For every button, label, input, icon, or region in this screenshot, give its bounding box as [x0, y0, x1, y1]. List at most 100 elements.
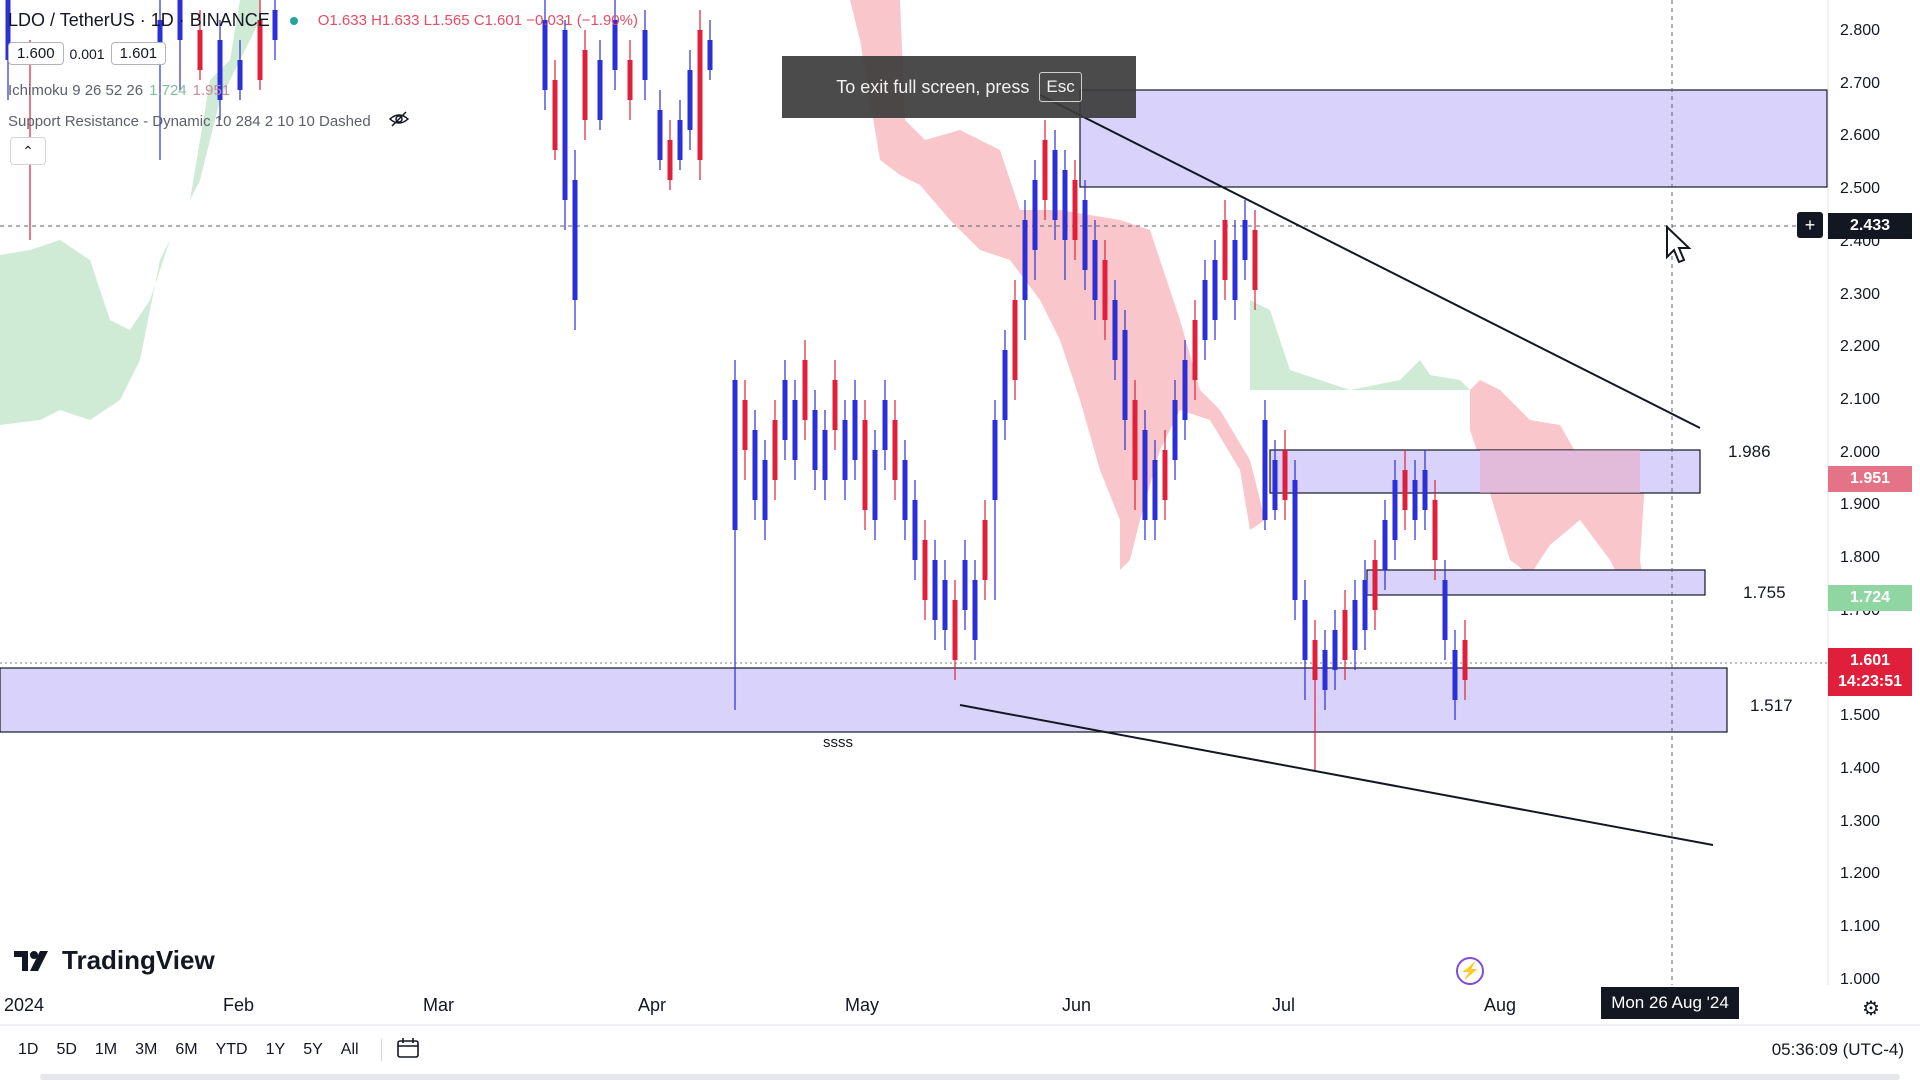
- candle-body: [1042, 140, 1048, 200]
- candle-body: [667, 140, 673, 180]
- bid-price[interactable]: 1.600: [8, 42, 64, 65]
- candle-body: [562, 30, 568, 200]
- candle-body: [852, 400, 858, 460]
- candle-body: [1412, 480, 1418, 520]
- timeframe-button[interactable]: 3M: [135, 1041, 158, 1058]
- candle-body: [832, 380, 838, 430]
- bar-countdown: 14:23:51: [1837, 673, 1903, 690]
- candle-body: [892, 420, 898, 480]
- candle-body: [1212, 260, 1218, 320]
- ask-price[interactable]: 1.601: [110, 42, 167, 65]
- candle-body: [1152, 460, 1158, 520]
- price-tick: 1.500: [1840, 707, 1881, 725]
- ichimoku-legend[interactable]: Ichimoku 9 26 52 26 1.724 1.951: [8, 82, 230, 99]
- horizontal-scrollbar[interactable]: [40, 1074, 1900, 1080]
- candle-body: [1002, 350, 1008, 420]
- candle-body: [627, 60, 633, 100]
- crosshair-price-tag: 2.433: [1828, 213, 1912, 239]
- price-tick: 2.500: [1840, 180, 1881, 198]
- candle-body: [902, 460, 908, 520]
- candle-body: [177, 0, 183, 40]
- candle-body: [1312, 640, 1318, 680]
- candle-body: [1052, 150, 1058, 220]
- candle-body: [742, 400, 748, 450]
- candle-body: [1372, 560, 1378, 610]
- candle-body: [1222, 220, 1228, 280]
- candle-body: [1182, 360, 1188, 420]
- crosshair-date-tag: Mon 26 Aug '24: [1601, 987, 1739, 1019]
- candle-body: [1342, 610, 1348, 660]
- tradingview-logo[interactable]: TradingView: [14, 945, 215, 976]
- candle-body: [1242, 220, 1248, 260]
- candle-body: [582, 50, 588, 120]
- candle-body: [1302, 600, 1308, 660]
- candle-body: [932, 560, 938, 620]
- candle-body: [1292, 480, 1298, 600]
- candle-body: [707, 40, 713, 70]
- time-tick: 2024: [4, 995, 45, 1015]
- support-zone-1517: [0, 667, 1728, 733]
- time-tick: Apr: [638, 995, 667, 1015]
- symbol-title[interactable]: LDO / TetherUS · 1D · BINANCE: [8, 10, 270, 30]
- time-tick: Mar: [423, 995, 454, 1015]
- date-range-calendar-icon[interactable]: [396, 1037, 420, 1064]
- text-annotation[interactable]: ssss: [823, 734, 853, 751]
- candle-body: [1232, 240, 1238, 300]
- candle-body: [1082, 200, 1088, 270]
- timeframe-button[interactable]: 5D: [56, 1041, 77, 1058]
- candle-body: [732, 380, 738, 530]
- timeframe-button[interactable]: 1Y: [265, 1041, 286, 1058]
- time-tick: Jul: [1272, 995, 1296, 1015]
- candle-body: [1132, 400, 1138, 480]
- sr-legend[interactable]: Support Resistance - Dynamic 10 284 2 10…: [8, 111, 409, 131]
- spread-value: 0.001: [69, 45, 105, 62]
- chart-settings-gear-icon[interactable]: ⚙: [1862, 998, 1880, 1020]
- candle-body: [5, 0, 11, 61]
- candle-body: [842, 420, 848, 480]
- candle-body: [677, 120, 683, 160]
- price-tick: 2.000: [1840, 443, 1881, 461]
- timeframe-button[interactable]: 5Y: [303, 1041, 323, 1058]
- candle-body: [1432, 500, 1438, 560]
- candle-body: [1272, 460, 1278, 510]
- candle-body: [642, 30, 648, 80]
- timeframe-button[interactable]: 1M: [94, 1041, 118, 1058]
- candle-body: [812, 410, 818, 470]
- candlesticks: [5, 0, 1468, 770]
- candle-body: [1462, 640, 1468, 680]
- candle-body: [1032, 180, 1038, 250]
- lightning-icon[interactable]: ⚡: [1456, 957, 1484, 985]
- candle-body: [1072, 180, 1078, 240]
- candle-body: [1092, 240, 1098, 300]
- ohlc-values: O1.633 H1.633 L1.565 C1.601 −0.031 (−1.9…: [317, 12, 638, 29]
- candle-body: [1402, 470, 1408, 510]
- price-tick: 2.100: [1840, 390, 1881, 408]
- price-tick: 2.200: [1840, 338, 1881, 356]
- eye-hidden-icon[interactable]: [388, 111, 409, 131]
- timeframe-button[interactable]: 6M: [175, 1041, 198, 1058]
- candle-body: [972, 580, 978, 640]
- toast-text: To exit full screen, press: [836, 76, 1030, 97]
- timeframe-button[interactable]: YTD: [215, 1041, 248, 1058]
- ichimoku-price-tag-1: 1.951: [1828, 466, 1912, 492]
- candle-body: [657, 110, 663, 160]
- ichimoku-label: Ichimoku 9 26 52 26: [8, 82, 144, 99]
- time-tick: Jun: [1062, 995, 1092, 1015]
- sr-label: Support Resistance - Dynamic 10 284 2 10…: [8, 112, 371, 130]
- candle-body: [272, 10, 278, 40]
- zone-label-1986: 1.986: [1728, 442, 1771, 461]
- candle-body: [792, 400, 798, 460]
- candle-body: [1142, 430, 1148, 520]
- timeframe-button[interactable]: All: [340, 1041, 359, 1058]
- session-clock[interactable]: 05:36:09 (UTC-4): [1771, 1040, 1904, 1059]
- collapse-legend-button[interactable]: ⌃: [10, 137, 46, 165]
- add-alert-plus-icon[interactable]: +: [1797, 212, 1823, 238]
- timeframe-button[interactable]: 1D: [18, 1041, 39, 1058]
- price-tick: 1.800: [1840, 549, 1881, 566]
- candle-body: [1382, 520, 1388, 570]
- price-tick: 1.400: [1840, 759, 1881, 777]
- candle-body: [1392, 480, 1398, 540]
- logo-text: TradingView: [62, 945, 215, 975]
- tradingview-logo-icon: [14, 950, 48, 971]
